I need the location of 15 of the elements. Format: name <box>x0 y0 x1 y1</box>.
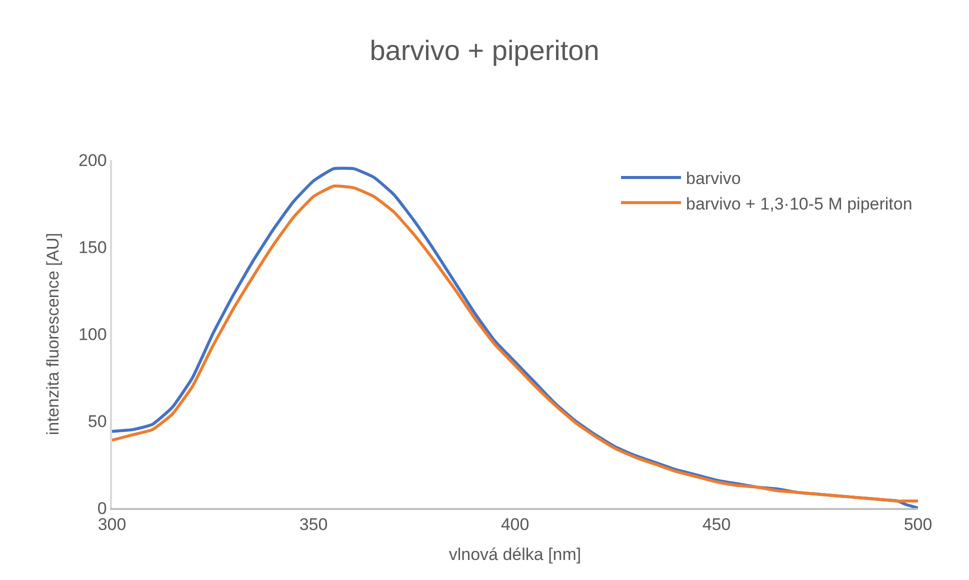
y-tick-label: 50 <box>88 412 107 431</box>
y-tick-label: 0 <box>97 498 107 518</box>
chart-title: barvivo + piperiton <box>370 35 600 66</box>
y-tick-label: 200 <box>78 150 107 170</box>
x-tick-label: 350 <box>299 515 328 534</box>
legend-label: barvivo <box>686 169 741 188</box>
legend-label: barvivo + 1,3·10-5 M piperiton <box>686 194 912 214</box>
x-tick-label: 400 <box>500 515 530 534</box>
x-tick-label: 450 <box>702 515 731 534</box>
x-tick-label: 300 <box>98 515 126 534</box>
y-tick-label: 150 <box>78 238 107 257</box>
y-axis-title: intenzita fluorescence [AU] <box>44 232 63 436</box>
x-axis-title: vlnová délka [nm] <box>448 545 582 564</box>
y-tick-label: 100 <box>78 324 107 344</box>
x-tick-label: 500 <box>904 515 932 534</box>
